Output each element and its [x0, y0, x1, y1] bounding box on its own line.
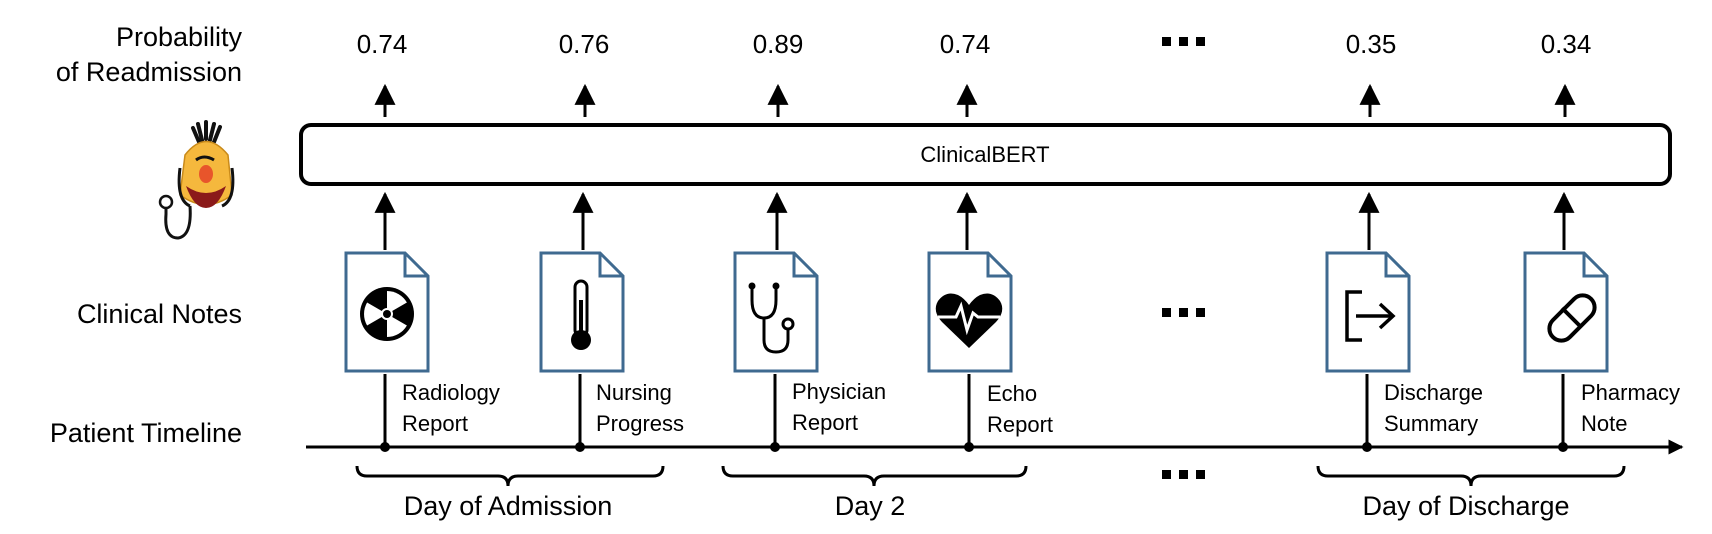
day-brace: [355, 465, 665, 487]
note-document: [1325, 251, 1411, 373]
ellipsis-icon: [1162, 470, 1205, 479]
day-brace: [721, 465, 1028, 487]
output-arrows: [374, 83, 1576, 117]
note-label: Pharmacy: [1581, 380, 1680, 405]
note-label: Report: [402, 411, 468, 436]
day-label: Day 2: [835, 491, 906, 521]
day-brace: [1316, 465, 1626, 487]
note-document: [733, 251, 819, 373]
stethoscope-icon: [748, 282, 795, 354]
pill-icon: [1547, 293, 1597, 343]
probability-value: 0.74: [940, 29, 991, 59]
note-label: Physician: [792, 379, 886, 404]
note-label: Report: [792, 410, 858, 435]
timeline-point: [1362, 442, 1372, 452]
timeline-point: [964, 442, 974, 452]
bert-doctor-mascot-icon: [158, 120, 235, 240]
ellipsis-icon: [1162, 308, 1205, 317]
note-label: Report: [987, 412, 1053, 437]
note-label: Radiology: [402, 380, 500, 405]
day-braces: [355, 465, 1626, 487]
probability-value: 0.89: [753, 29, 804, 59]
note-label: Nursing: [596, 380, 672, 405]
day-label: Day of Admission: [404, 491, 613, 521]
probability-value: 0.34: [1541, 29, 1592, 59]
clinical-notes-label: Clinical Notes: [77, 299, 242, 329]
model-name: ClinicalBERT: [920, 142, 1049, 167]
timeline-point: [380, 442, 390, 452]
probability-value: 0.76: [559, 29, 610, 59]
probability-label-line2: of Readmission: [56, 57, 242, 87]
ellipsis-icon: [1162, 37, 1205, 46]
timeline-point: [575, 442, 585, 452]
note-document: [344, 251, 430, 373]
note-document: [927, 251, 1013, 373]
note-document: [1523, 251, 1609, 373]
note-label: Summary: [1384, 411, 1478, 436]
timeline-point: [1558, 442, 1568, 452]
note-label: Echo: [987, 381, 1037, 406]
day-label: Day of Discharge: [1362, 491, 1569, 521]
thermometer-icon: [571, 279, 591, 350]
note-document: [539, 251, 625, 373]
radiation-icon: [360, 287, 414, 341]
timeline-connectors: [383, 374, 1565, 447]
timeline-points: [380, 442, 1568, 452]
note-label: Note: [1581, 411, 1627, 436]
probability-value: 0.35: [1346, 29, 1397, 59]
exit-arrow-icon: [1345, 290, 1396, 342]
note-label: Progress: [596, 411, 684, 436]
timeline-point: [770, 442, 780, 452]
note-label: Discharge: [1384, 380, 1483, 405]
probability-value: 0.74: [357, 29, 408, 59]
heart-pulse-icon: [935, 293, 1003, 348]
input-arrows: [374, 191, 1575, 250]
patient-timeline-label: Patient Timeline: [50, 418, 242, 448]
clinicalbert-model-box: [299, 123, 1672, 186]
probability-label-line1: Probability: [116, 22, 243, 52]
